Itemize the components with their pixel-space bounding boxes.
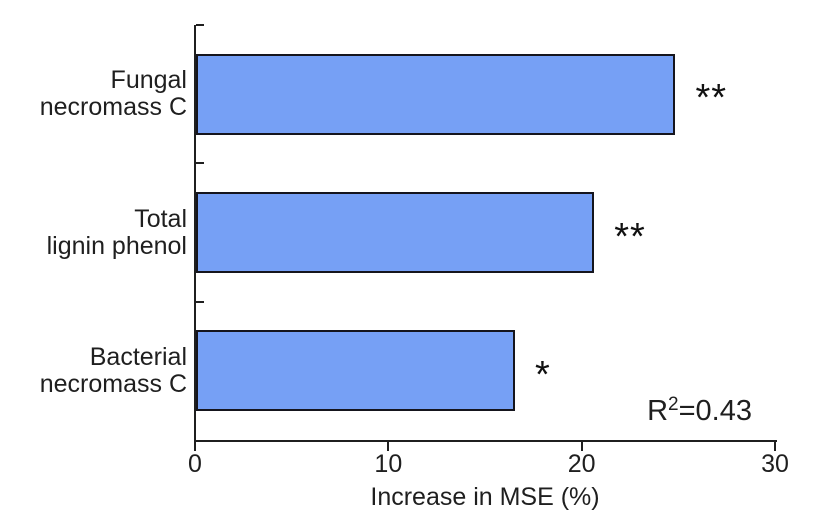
x-axis-tick <box>774 442 776 451</box>
bar <box>196 330 515 412</box>
r-squared-exponent: 2 <box>668 394 679 415</box>
significance-marker: ** <box>695 77 728 120</box>
x-axis-tick <box>580 442 583 451</box>
r-squared-prefix: R <box>647 395 669 427</box>
x-axis-title: Increase in MSE (%) <box>370 483 600 511</box>
x-axis-tick <box>387 442 390 451</box>
y-axis-tick <box>196 162 204 165</box>
category-label: Total lignin phenol <box>46 204 187 260</box>
r-squared-value: =0.43 <box>678 395 752 427</box>
x-axis-tick-label: 0 <box>188 450 202 478</box>
significance-marker: ** <box>614 215 646 258</box>
bar <box>196 53 676 135</box>
bar <box>196 192 595 273</box>
x-axis-tick-label: 10 <box>374 450 403 478</box>
category-label: Bacterial necromass C <box>39 342 187 398</box>
x-axis-tick-label: 30 <box>761 450 789 478</box>
y-axis-tick <box>196 300 204 303</box>
significance-marker: * <box>535 353 551 396</box>
x-axis-line <box>194 440 777 442</box>
x-axis-tick-label: 20 <box>567 450 596 478</box>
r-squared-annotation: R2=0.43 <box>647 394 752 428</box>
category-label: Fungal necromass C <box>39 66 187 122</box>
y-axis-tick <box>196 24 204 26</box>
x-axis-tick <box>194 442 196 451</box>
y-axis-line <box>194 25 196 442</box>
